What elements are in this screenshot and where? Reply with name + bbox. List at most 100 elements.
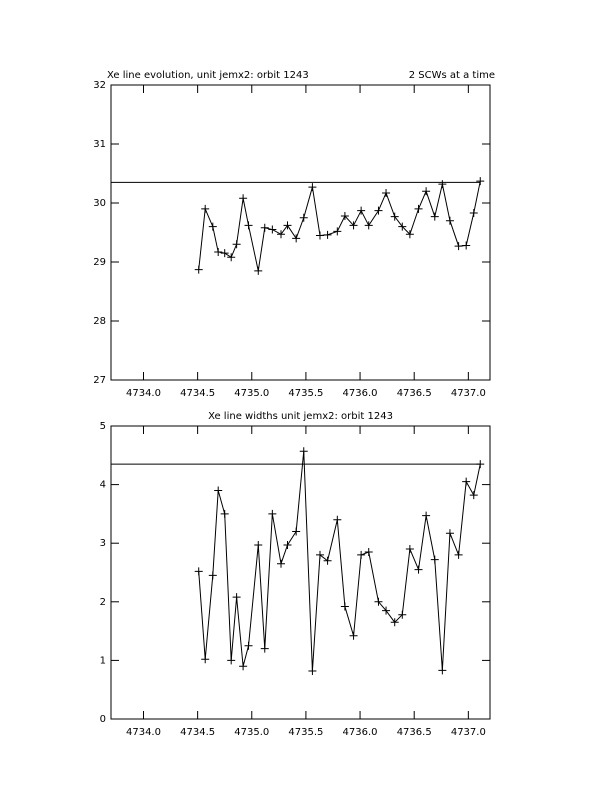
x-tick-label: 4736.0 xyxy=(343,388,378,399)
chart-subtitle: 2 SCWs at a time xyxy=(409,70,495,81)
plot-frame xyxy=(110,84,491,381)
point-marker xyxy=(260,644,269,653)
point-marker xyxy=(232,240,241,249)
y-tick-label: 29 xyxy=(93,257,106,268)
y-tick-label: 1 xyxy=(100,655,106,666)
x-tick-label: 4735.5 xyxy=(288,388,323,399)
point-marker xyxy=(438,666,447,675)
y-tick-label: 30 xyxy=(93,198,106,209)
x-tick-label: 4737.0 xyxy=(451,388,486,399)
point-marker xyxy=(405,545,414,554)
point-marker xyxy=(445,216,454,225)
point-marker xyxy=(422,187,431,196)
point-marker xyxy=(283,221,292,230)
chart-title: Xe line widths unit jemx2: orbit 1243 xyxy=(208,411,393,422)
y-tick-label: 4 xyxy=(100,480,106,491)
point-marker xyxy=(244,221,253,230)
x-tick-label: 4734.5 xyxy=(180,388,215,399)
y-tick-label: 0 xyxy=(100,714,106,725)
point-marker xyxy=(315,231,324,240)
point-marker xyxy=(292,234,301,243)
point-marker xyxy=(349,631,358,640)
point-marker xyxy=(333,227,342,236)
point-marker xyxy=(227,656,236,665)
point-marker xyxy=(214,247,223,256)
chart-title: Xe line evolution, unit jemx2: orbit 124… xyxy=(107,70,309,81)
point-marker xyxy=(283,540,292,549)
y-tick-label: 2 xyxy=(100,597,106,608)
point-marker xyxy=(462,241,471,250)
point-marker xyxy=(315,550,324,559)
point-marker xyxy=(364,221,373,230)
point-marker xyxy=(194,265,203,274)
point-marker xyxy=(454,242,463,251)
y-tick-label: 27 xyxy=(93,375,106,386)
point-marker xyxy=(323,556,332,565)
point-marker xyxy=(208,222,217,231)
point-marker xyxy=(390,212,399,221)
point-marker xyxy=(469,209,478,218)
point-marker xyxy=(476,177,485,186)
point-marker xyxy=(232,593,241,602)
point-marker xyxy=(405,230,414,239)
point-marker xyxy=(244,641,253,650)
point-marker xyxy=(277,230,286,239)
x-tick-label: 4737.0 xyxy=(451,727,486,738)
point-marker xyxy=(454,550,463,559)
point-marker xyxy=(239,194,248,203)
point-marker xyxy=(201,204,210,213)
x-tick-label: 4735.5 xyxy=(288,727,323,738)
point-marker xyxy=(445,529,454,538)
point-marker xyxy=(254,540,263,549)
point-marker xyxy=(194,567,203,576)
y-tick-label: 31 xyxy=(93,139,106,150)
point-marker xyxy=(340,211,349,220)
x-tick-label: 4736.5 xyxy=(397,388,432,399)
point-marker xyxy=(462,477,471,486)
point-marker xyxy=(357,206,366,215)
point-marker xyxy=(308,183,317,192)
point-marker xyxy=(382,606,391,615)
point-marker xyxy=(430,212,439,221)
point-marker xyxy=(398,222,407,231)
plot-frame xyxy=(110,425,491,720)
point-marker xyxy=(349,221,358,230)
x-tick-label: 4736.0 xyxy=(343,727,378,738)
point-marker xyxy=(414,204,423,213)
point-marker xyxy=(292,527,301,536)
y-tick-label: 3 xyxy=(100,538,106,549)
x-tick-label: 4735.0 xyxy=(234,727,269,738)
y-tick-label: 5 xyxy=(100,421,106,432)
point-marker xyxy=(398,610,407,619)
point-marker xyxy=(268,509,277,518)
point-marker xyxy=(220,509,229,518)
point-marker xyxy=(208,571,217,580)
point-marker xyxy=(438,180,447,189)
y-tick-label: 28 xyxy=(93,316,106,327)
point-marker xyxy=(374,597,383,606)
point-marker xyxy=(357,550,366,559)
point-marker xyxy=(430,555,439,564)
point-marker xyxy=(299,447,308,456)
point-marker xyxy=(201,655,210,664)
point-marker xyxy=(333,515,342,524)
x-tick-label: 4735.0 xyxy=(234,388,269,399)
point-marker xyxy=(469,491,478,500)
data-line xyxy=(198,451,481,671)
point-marker xyxy=(476,460,485,469)
y-tick-label: 32 xyxy=(93,80,106,91)
data-line xyxy=(198,181,481,271)
point-marker xyxy=(422,511,431,520)
point-marker xyxy=(308,666,317,675)
x-tick-label: 4734.0 xyxy=(126,388,161,399)
point-marker xyxy=(227,253,236,262)
x-tick-label: 4734.5 xyxy=(180,727,215,738)
point-marker xyxy=(260,223,269,232)
point-marker xyxy=(239,662,248,671)
point-marker xyxy=(220,249,229,258)
point-marker xyxy=(374,206,383,215)
point-marker xyxy=(277,559,286,568)
point-marker xyxy=(214,486,223,495)
point-marker xyxy=(299,213,308,222)
